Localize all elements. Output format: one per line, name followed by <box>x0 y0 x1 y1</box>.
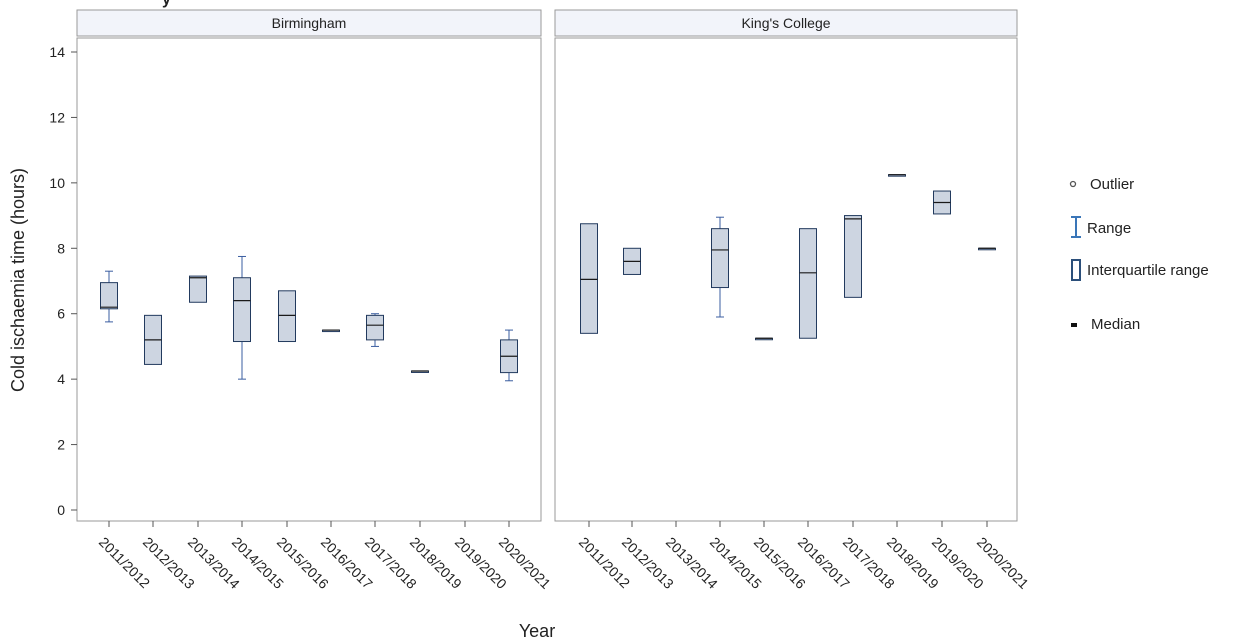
panel-header <box>554 9 1018 37</box>
title-fragment: y <box>162 0 171 8</box>
box-2015-2016 <box>755 337 773 341</box>
iqr-box <box>580 223 598 334</box>
iqr-box <box>278 290 296 343</box>
plot-frame <box>554 37 1018 522</box>
range-bar-icon <box>1071 216 1081 238</box>
y-tick-label: 0 <box>57 502 65 518</box>
legend-label: Range <box>1087 220 1131 237</box>
y-tick-label: 2 <box>57 437 65 453</box>
box-2014-2015 <box>711 216 729 318</box>
iqr-box <box>366 314 384 341</box>
box-2016-2017 <box>799 228 817 339</box>
legend-item-outlier: Outlier <box>1069 176 1134 193</box>
legend-item-iqr: Interquartile range <box>1071 259 1209 281</box>
box-2015-2016 <box>278 290 296 343</box>
iqr-box <box>844 215 862 298</box>
legend-label: Median <box>1091 316 1140 333</box>
legend-label: Outlier <box>1090 176 1134 193</box>
box-2017-2018 <box>844 215 862 298</box>
legend-label: Interquartile range <box>1087 262 1209 279</box>
iqr-box <box>233 277 251 343</box>
box-2020-2021 <box>500 329 518 382</box>
panel-kings-college: King's College2011/20122012/20132013/201… <box>554 9 1032 592</box>
panel-title: King's College <box>741 15 830 31</box>
dash-icon <box>1071 323 1077 327</box>
box-2012-2013 <box>144 314 162 365</box>
y-tick-label: 8 <box>57 240 65 256</box>
plot-frame <box>76 37 542 522</box>
legend-item-range: Range <box>1071 216 1131 238</box>
box-2011-2012 <box>100 270 118 323</box>
y-tick-label: 10 <box>49 175 65 191</box>
box-2018-2019 <box>411 370 429 373</box>
box-2019-2020 <box>933 190 951 215</box>
iqr-box <box>100 282 118 310</box>
panel-header <box>76 9 542 37</box>
y-axis-title: Cold ischaemia time (hours) <box>8 168 28 392</box>
x-axis-title: Year <box>519 621 555 641</box>
panel-title: Birmingham <box>272 15 347 31</box>
box-2013-2014 <box>189 275 207 303</box>
iqr-box <box>799 228 817 339</box>
box-2011-2012 <box>580 223 598 334</box>
y-tick-label: 14 <box>49 44 65 60</box>
y-tick-label: 6 <box>57 306 65 322</box>
box-icon <box>1071 259 1081 281</box>
legend-item-median: Median <box>1071 316 1140 333</box>
circle-icon <box>1069 180 1077 188</box>
y-tick-label: 4 <box>57 371 65 387</box>
box-2014-2015 <box>233 255 251 380</box>
box-2020-2021 <box>978 247 996 251</box>
iqr-box <box>189 275 207 303</box>
box-2018-2019 <box>888 174 906 177</box>
y-tick-label: 12 <box>49 109 65 125</box>
iqr-box <box>711 228 729 289</box>
box-2016-2017 <box>322 329 340 333</box>
box-2017-2018 <box>366 313 384 347</box>
panel-birmingham: Birmingham2011/20122012/20132013/2014201… <box>76 9 554 592</box>
box-2012-2013 <box>623 247 641 275</box>
